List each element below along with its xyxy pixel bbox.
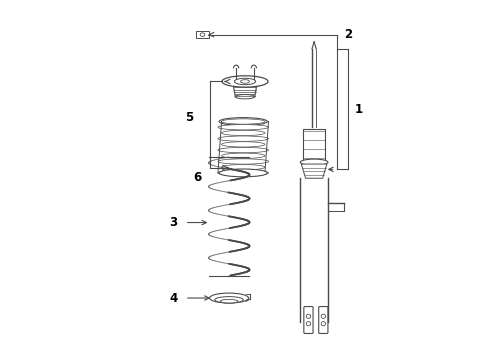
Ellipse shape	[300, 159, 328, 166]
Ellipse shape	[221, 142, 265, 147]
Ellipse shape	[229, 119, 258, 124]
Ellipse shape	[218, 170, 269, 176]
Bar	[303, 129, 325, 161]
Circle shape	[306, 321, 311, 326]
Ellipse shape	[221, 153, 265, 158]
Text: 6: 6	[194, 171, 202, 184]
Ellipse shape	[221, 165, 265, 170]
Ellipse shape	[221, 119, 265, 124]
Ellipse shape	[241, 80, 249, 83]
Text: 5: 5	[185, 111, 194, 124]
Circle shape	[306, 314, 311, 318]
Ellipse shape	[218, 159, 269, 164]
Ellipse shape	[220, 300, 238, 303]
Text: 3: 3	[170, 216, 178, 229]
Ellipse shape	[200, 33, 205, 36]
Ellipse shape	[221, 130, 265, 136]
Ellipse shape	[218, 147, 269, 153]
Text: 2: 2	[344, 28, 352, 41]
Circle shape	[321, 314, 325, 318]
Ellipse shape	[218, 136, 269, 141]
Ellipse shape	[234, 78, 256, 85]
Ellipse shape	[218, 125, 269, 130]
Circle shape	[321, 321, 325, 326]
Bar	[196, 31, 209, 38]
FancyBboxPatch shape	[304, 306, 313, 333]
Ellipse shape	[219, 118, 268, 125]
Text: 4: 4	[170, 292, 178, 305]
Text: 1: 1	[355, 103, 363, 116]
Ellipse shape	[222, 76, 268, 87]
Ellipse shape	[210, 293, 248, 303]
Polygon shape	[301, 164, 327, 178]
Ellipse shape	[235, 95, 255, 99]
FancyBboxPatch shape	[318, 306, 328, 333]
Ellipse shape	[219, 169, 268, 177]
Ellipse shape	[215, 297, 243, 303]
